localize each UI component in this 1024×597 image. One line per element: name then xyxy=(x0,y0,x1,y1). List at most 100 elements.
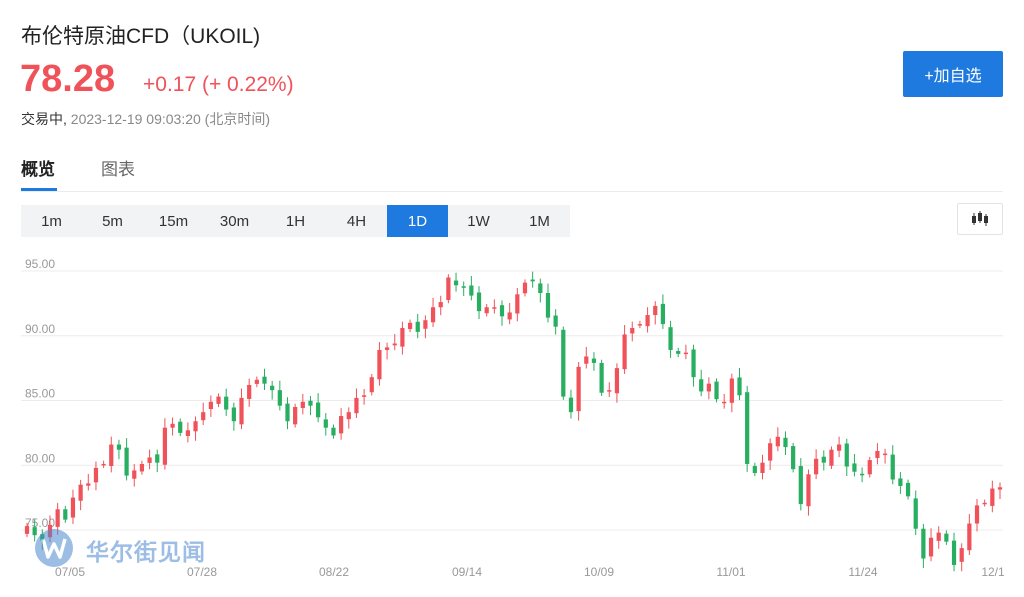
candle-body xyxy=(361,395,367,397)
candle-body xyxy=(293,406,298,425)
candle-body xyxy=(599,362,604,393)
candle-body xyxy=(653,305,658,316)
tab-overview[interactable]: 概览 xyxy=(21,160,55,179)
tab-chart[interactable]: 图表 xyxy=(101,160,135,179)
candle-body xyxy=(905,482,911,497)
candle-body xyxy=(614,368,620,394)
quote-timestamp: 2023-12-19 09:03:20 (北京时间) xyxy=(70,111,270,127)
watermark: 华尔街见闻 xyxy=(30,526,230,570)
timeframe-1mo[interactable]: 1M xyxy=(529,212,550,230)
candle-body xyxy=(997,487,1003,490)
candle-body xyxy=(890,454,895,480)
wallstreetcn-logo-icon xyxy=(35,529,73,567)
candle-body xyxy=(637,324,643,326)
candle-body xyxy=(262,376,267,384)
candle-body xyxy=(461,286,466,288)
chart-type-button[interactable] xyxy=(957,203,1003,235)
candle-body xyxy=(423,320,428,329)
candle-body xyxy=(492,307,497,309)
candle-body xyxy=(760,462,765,474)
tab-active-indicator xyxy=(21,188,57,191)
candle-body xyxy=(201,412,206,421)
candle-body xyxy=(231,407,236,422)
y-tick-label: 75.00 xyxy=(25,516,55,530)
candle-body xyxy=(438,302,443,308)
candlestick-icon xyxy=(972,211,988,226)
candle-body xyxy=(668,327,673,350)
candle-body xyxy=(277,390,282,406)
candle-body xyxy=(913,498,918,529)
candle-body xyxy=(339,416,344,434)
candle-body xyxy=(545,293,551,318)
candle-body xyxy=(239,397,244,425)
candle-body xyxy=(530,279,535,282)
candle-body xyxy=(476,292,482,312)
timeframe-1d[interactable]: 1D xyxy=(387,205,448,237)
candle-body xyxy=(944,533,949,542)
candle-body xyxy=(699,379,704,392)
candle-body xyxy=(63,509,68,520)
candle-body xyxy=(101,463,106,466)
timeframe-1w[interactable]: 1W xyxy=(467,212,490,230)
candle-body xyxy=(951,540,957,565)
candle-body xyxy=(162,427,168,465)
candle-body xyxy=(170,423,175,428)
candle-body xyxy=(346,412,351,420)
candle-body xyxy=(745,392,750,464)
candle-body xyxy=(178,421,183,433)
x-tick-label: 07/28 xyxy=(187,565,217,579)
x-tick-label: 07/05 xyxy=(55,565,85,579)
candle-body xyxy=(584,356,589,364)
candle-body xyxy=(469,285,474,296)
candle-body xyxy=(867,460,872,475)
last-price: 78.28 xyxy=(20,58,116,100)
candle-body xyxy=(285,403,290,422)
timeframe-5m[interactable]: 5m xyxy=(102,212,123,230)
candle-body xyxy=(814,458,819,475)
candle-body xyxy=(139,463,145,472)
candle-body xyxy=(660,303,666,325)
candle-body xyxy=(683,352,688,355)
candle-body xyxy=(377,349,382,380)
candle-body xyxy=(859,473,865,476)
candle-body xyxy=(630,327,635,334)
timeframe-4h[interactable]: 4H xyxy=(346,212,367,230)
timeframe-1m[interactable]: 1m xyxy=(41,212,62,230)
candle-body xyxy=(369,377,374,393)
candle-body xyxy=(155,454,160,463)
y-tick-label: 90.00 xyxy=(25,322,55,336)
candle-body xyxy=(300,401,305,409)
candle-body xyxy=(331,427,336,436)
timeframe-30m[interactable]: 30m xyxy=(219,212,250,230)
candle-body xyxy=(538,283,543,294)
candle-body xyxy=(706,383,711,392)
candle-body xyxy=(768,443,773,461)
candle-body xyxy=(316,402,321,418)
candle-body xyxy=(124,447,129,476)
candle-body xyxy=(132,470,137,479)
x-tick-label: 11/24 xyxy=(848,565,877,579)
candle-body xyxy=(875,451,880,458)
candle-body xyxy=(208,401,213,410)
y-tick-label: 95.00 xyxy=(25,257,55,271)
candle-body xyxy=(224,396,229,410)
candle-body xyxy=(446,277,451,301)
candle-body xyxy=(270,385,275,391)
candle-body xyxy=(354,397,359,414)
candle-body xyxy=(392,343,397,346)
candle-body xyxy=(729,378,734,403)
add-watchlist-button[interactable]: +加自选 xyxy=(903,51,1003,97)
price-change: +0.17 (+ 0.22%) xyxy=(143,73,294,96)
candle-body xyxy=(561,329,566,397)
timeframe-1h[interactable]: 1H xyxy=(285,212,306,230)
candle-body xyxy=(415,321,420,332)
candle-body xyxy=(384,347,390,350)
candle-body xyxy=(499,305,505,317)
candle-body xyxy=(607,390,612,392)
timeframe-15m[interactable]: 15m xyxy=(158,212,189,230)
candle-body xyxy=(882,453,888,456)
candle-body xyxy=(990,488,995,506)
candle-body xyxy=(323,419,328,428)
candle-body xyxy=(921,528,926,559)
